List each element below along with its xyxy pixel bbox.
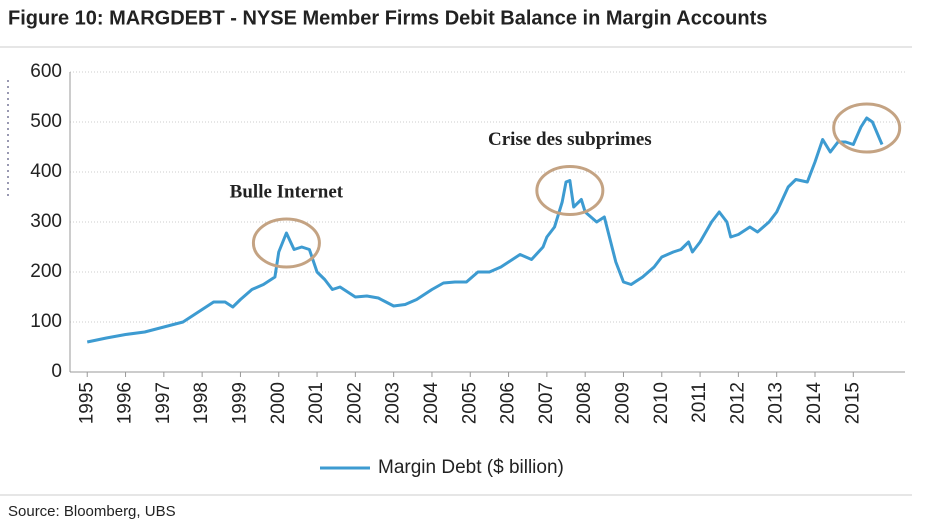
x-tick-label: 2009 bbox=[612, 382, 633, 424]
highlight-circle bbox=[251, 217, 321, 269]
x-tick-label: 1999 bbox=[229, 382, 250, 424]
x-tick-label: 1997 bbox=[153, 382, 174, 424]
y-tick-label: 400 bbox=[30, 161, 62, 182]
x-tick-label: 2006 bbox=[498, 382, 519, 424]
x-tick-label: 2013 bbox=[766, 382, 787, 424]
x-tick-label: 1995 bbox=[76, 382, 97, 424]
chart-title: Figure 10: MARGDEBT - NYSE Member Firms … bbox=[8, 7, 767, 29]
y-tick-label: 100 bbox=[30, 311, 62, 332]
x-tick-label: 2011 bbox=[689, 382, 710, 423]
y-tick-label: 500 bbox=[30, 111, 62, 132]
x-tick-label: 2007 bbox=[536, 382, 557, 424]
x-tick-label: 2008 bbox=[574, 382, 595, 424]
source: Source: Bloomberg, UBS bbox=[8, 503, 176, 520]
annotation: Crise des subprimes bbox=[488, 129, 652, 150]
x-tick-label: 2015 bbox=[842, 382, 863, 424]
x-tick-label: 2002 bbox=[344, 382, 365, 424]
x-tick-label: 2014 bbox=[804, 382, 825, 425]
x-tick-label: 1996 bbox=[115, 382, 136, 424]
highlight-circle bbox=[832, 102, 902, 154]
x-tick-label: 1998 bbox=[191, 382, 212, 424]
y-tick-label: 200 bbox=[30, 261, 62, 282]
x-tick-label: 2000 bbox=[268, 382, 289, 424]
annotation: Bulle Internet bbox=[230, 181, 344, 202]
highlight-circle bbox=[535, 165, 605, 216]
data-line bbox=[86, 116, 884, 344]
x-tick-label: 2005 bbox=[459, 382, 480, 424]
x-tick-label: 2003 bbox=[383, 382, 404, 424]
legend-label: Margin Debt ($ billion) bbox=[378, 457, 564, 478]
x-tick-label: 2001 bbox=[306, 382, 327, 424]
y-tick-label: 0 bbox=[51, 361, 62, 382]
x-tick-label: 2004 bbox=[421, 382, 442, 425]
x-tick-label: 2010 bbox=[651, 382, 672, 424]
x-tick-label: 2012 bbox=[727, 382, 748, 424]
y-tick-label: 600 bbox=[30, 61, 62, 82]
y-tick-label: 300 bbox=[30, 211, 62, 232]
